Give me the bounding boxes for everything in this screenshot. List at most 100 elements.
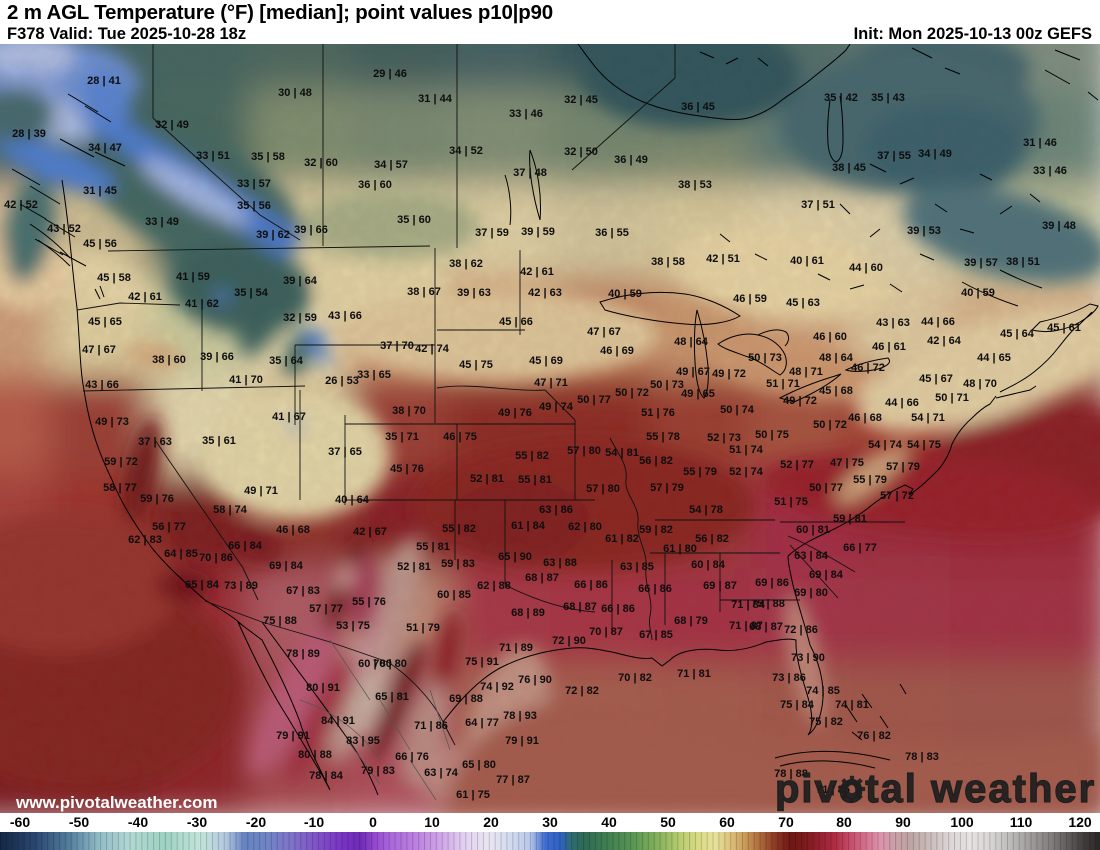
svg-text:33 | 51: 33 | 51 bbox=[196, 150, 230, 162]
svg-text:43 | 52: 43 | 52 bbox=[47, 223, 81, 235]
svg-text:64 | 85: 64 | 85 bbox=[164, 548, 198, 560]
svg-text:39 | 62: 39 | 62 bbox=[256, 229, 290, 241]
svg-text:49 | 65: 49 | 65 bbox=[681, 388, 715, 400]
svg-text:74 | 81: 74 | 81 bbox=[835, 699, 869, 711]
svg-text:57 | 79: 57 | 79 bbox=[886, 461, 920, 473]
svg-text:44 | 60: 44 | 60 bbox=[849, 262, 883, 274]
svg-text:69 | 80: 69 | 80 bbox=[794, 587, 828, 599]
svg-text:70 | 87: 70 | 87 bbox=[589, 626, 623, 638]
svg-text:36 | 45: 36 | 45 bbox=[681, 101, 715, 113]
svg-text:59 | 82: 59 | 82 bbox=[639, 524, 673, 536]
svg-text:42 | 63: 42 | 63 bbox=[528, 287, 562, 299]
svg-text:37 | 55: 37 | 55 bbox=[877, 150, 911, 162]
svg-text:49 | 73: 49 | 73 bbox=[95, 416, 129, 428]
svg-text:37 | 59: 37 | 59 bbox=[475, 227, 509, 239]
svg-text:53 | 75: 53 | 75 bbox=[336, 620, 370, 632]
svg-text:47 | 75: 47 | 75 bbox=[830, 457, 864, 469]
svg-text:48 | 71: 48 | 71 bbox=[789, 366, 823, 378]
svg-text:70 | 82: 70 | 82 bbox=[618, 672, 652, 684]
svg-text:52 | 77: 52 | 77 bbox=[780, 459, 814, 471]
svg-text:36 | 49: 36 | 49 bbox=[614, 154, 648, 166]
svg-text:52 | 81: 52 | 81 bbox=[470, 473, 504, 485]
svg-text:54 | 78: 54 | 78 bbox=[689, 504, 723, 516]
svg-text:45 | 75: 45 | 75 bbox=[459, 359, 493, 371]
svg-text:42 | 64: 42 | 64 bbox=[927, 335, 962, 347]
svg-text:69 | 84: 69 | 84 bbox=[809, 569, 844, 581]
svg-text:58 | 74: 58 | 74 bbox=[213, 504, 248, 516]
svg-text:42 | 74: 42 | 74 bbox=[415, 343, 450, 355]
svg-text:51 | 74: 51 | 74 bbox=[729, 444, 764, 456]
svg-text:59 | 81: 59 | 81 bbox=[833, 513, 867, 525]
svg-text:84 | 91: 84 | 91 bbox=[321, 715, 355, 727]
svg-text:35 | 43: 35 | 43 bbox=[871, 92, 905, 104]
svg-text:55 | 76: 55 | 76 bbox=[352, 596, 386, 608]
svg-text:52 | 74: 52 | 74 bbox=[729, 466, 764, 478]
svg-text:35 | 42: 35 | 42 bbox=[824, 92, 858, 104]
svg-text:44 | 66: 44 | 66 bbox=[885, 397, 919, 409]
svg-text:31 | 46: 31 | 46 bbox=[1023, 137, 1057, 149]
svg-text:50 | 74: 50 | 74 bbox=[720, 404, 755, 416]
svg-text:29 | 46: 29 | 46 bbox=[373, 68, 407, 80]
svg-text:70 | 80: 70 | 80 bbox=[373, 658, 407, 670]
svg-text:73 | 86: 73 | 86 bbox=[772, 672, 806, 684]
svg-text:37 | 48: 37 | 48 bbox=[513, 167, 547, 179]
svg-text:76 | 90: 76 | 90 bbox=[518, 674, 552, 686]
svg-text:33 | 46: 33 | 46 bbox=[1033, 165, 1067, 177]
svg-text:55 | 79: 55 | 79 bbox=[683, 466, 717, 478]
svg-text:40 | 64: 40 | 64 bbox=[335, 494, 370, 506]
svg-text:63 | 84: 63 | 84 bbox=[794, 550, 829, 562]
svg-text:46 | 68: 46 | 68 bbox=[848, 412, 882, 424]
svg-text:43 | 66: 43 | 66 bbox=[85, 379, 119, 391]
svg-text:46 | 75: 46 | 75 bbox=[443, 431, 477, 443]
svg-text:45 | 56: 45 | 56 bbox=[83, 238, 117, 250]
svg-text:69 | 87: 69 | 87 bbox=[703, 580, 737, 592]
svg-text:65 | 90: 65 | 90 bbox=[498, 551, 532, 563]
svg-text:32 | 59: 32 | 59 bbox=[283, 312, 317, 324]
svg-text:49 | 71: 49 | 71 bbox=[244, 485, 278, 497]
svg-text:60 | 81: 60 | 81 bbox=[796, 524, 830, 536]
svg-text:68 | 87: 68 | 87 bbox=[749, 621, 783, 633]
svg-text:39 | 63: 39 | 63 bbox=[457, 287, 491, 299]
svg-text:46 | 68: 46 | 68 bbox=[276, 524, 310, 536]
svg-text:51 | 79: 51 | 79 bbox=[406, 622, 440, 634]
svg-text:55 | 82: 55 | 82 bbox=[515, 450, 549, 462]
svg-text:73 | 90: 73 | 90 bbox=[791, 652, 825, 664]
svg-text:44 | 66: 44 | 66 bbox=[921, 316, 955, 328]
svg-text:55 | 81: 55 | 81 bbox=[416, 541, 450, 553]
svg-text:68 | 79: 68 | 79 bbox=[674, 615, 708, 627]
svg-text:61 | 84: 61 | 84 bbox=[511, 520, 546, 532]
svg-text:39 | 66: 39 | 66 bbox=[200, 351, 234, 363]
svg-text:76 | 82: 76 | 82 bbox=[857, 730, 891, 742]
svg-text:37 | 51: 37 | 51 bbox=[801, 199, 835, 211]
svg-text:49 | 72: 49 | 72 bbox=[783, 395, 817, 407]
svg-text:80 | 88: 80 | 88 bbox=[298, 749, 332, 761]
svg-text:65 | 81: 65 | 81 bbox=[375, 691, 409, 703]
svg-text:41 | 70: 41 | 70 bbox=[229, 374, 263, 386]
svg-text:79 | 91: 79 | 91 bbox=[276, 730, 310, 742]
svg-text:75 | 91: 75 | 91 bbox=[465, 656, 499, 668]
svg-text:33 | 57: 33 | 57 bbox=[237, 178, 271, 190]
svg-text:72 | 86: 72 | 86 bbox=[784, 624, 818, 636]
svg-text:54 | 75: 54 | 75 bbox=[907, 439, 941, 451]
svg-text:28 | 41: 28 | 41 bbox=[87, 75, 121, 87]
svg-text:36 | 55: 36 | 55 bbox=[595, 227, 629, 239]
svg-text:32 | 45: 32 | 45 bbox=[564, 94, 598, 106]
svg-text:67 | 83: 67 | 83 bbox=[286, 585, 320, 597]
svg-text:30 | 48: 30 | 48 bbox=[278, 87, 312, 99]
svg-text:74 | 85: 74 | 85 bbox=[806, 685, 840, 697]
svg-text:38 | 51: 38 | 51 bbox=[1006, 256, 1040, 268]
svg-text:83 | 95: 83 | 95 bbox=[346, 735, 380, 747]
svg-text:74 | 92: 74 | 92 bbox=[480, 681, 514, 693]
svg-text:45 | 67: 45 | 67 bbox=[919, 373, 953, 385]
svg-text:37 | 65: 37 | 65 bbox=[328, 446, 362, 458]
svg-text:62 | 83: 62 | 83 bbox=[128, 534, 162, 546]
svg-text:55 | 82: 55 | 82 bbox=[442, 523, 476, 535]
svg-text:66 | 86: 66 | 86 bbox=[638, 583, 672, 595]
svg-text:32 | 49: 32 | 49 bbox=[155, 119, 189, 131]
svg-text:26 | 53: 26 | 53 bbox=[325, 375, 359, 387]
svg-text:71 | 86: 71 | 86 bbox=[414, 720, 448, 732]
svg-text:47 | 67: 47 | 67 bbox=[82, 344, 116, 356]
svg-text:49 | 76: 49 | 76 bbox=[498, 407, 532, 419]
svg-text:63 | 86: 63 | 86 bbox=[539, 504, 573, 516]
svg-text:54 | 74: 54 | 74 bbox=[868, 439, 903, 451]
